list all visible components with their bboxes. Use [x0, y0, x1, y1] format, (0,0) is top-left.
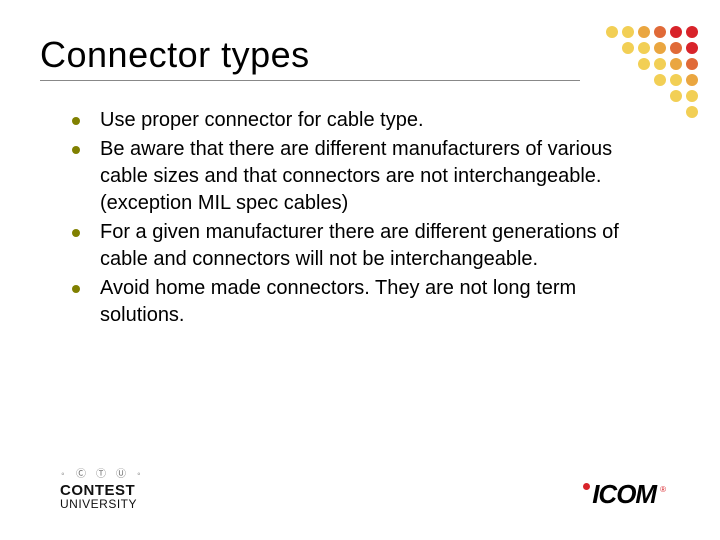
logo-line1: CONTEST — [60, 483, 144, 498]
bullet-icon — [72, 146, 80, 154]
slide-footer: ◦ Ⓒ Ⓣ Ⓤ ◦ CONTEST UNIVERSITY ICOM ® — [0, 471, 720, 510]
bullet-text: For a given manufacturer there are diffe… — [100, 219, 640, 273]
list-item: Be aware that there are different manufa… — [72, 136, 640, 217]
decorative-dot-grid — [606, 26, 700, 120]
logo-small-text: ◦ Ⓒ Ⓣ Ⓤ ◦ — [60, 471, 144, 481]
list-item: Use proper connector for cable type. — [72, 107, 640, 134]
icom-brand-text: ICOM — [592, 479, 656, 510]
contest-university-logo: ◦ Ⓒ Ⓣ Ⓤ ◦ CONTEST UNIVERSITY — [60, 471, 144, 510]
bullet-text: Avoid home made connectors. They are not… — [100, 275, 640, 329]
slide-title: Connector types — [40, 34, 580, 81]
list-item: For a given manufacturer there are diffe… — [72, 219, 640, 273]
logo-line2: UNIVERSITY — [60, 498, 144, 510]
icom-dot-icon — [583, 483, 590, 490]
slide: Connector types Use proper connector for… — [0, 0, 720, 540]
list-item: Avoid home made connectors. They are not… — [72, 275, 640, 329]
icom-logo: ICOM ® — [583, 479, 666, 510]
bullet-text: Use proper connector for cable type. — [100, 107, 424, 134]
bullet-text: Be aware that there are different manufa… — [100, 136, 640, 217]
bullet-icon — [72, 117, 80, 125]
bullet-list: Use proper connector for cable type. Be … — [40, 107, 680, 329]
bullet-icon — [72, 229, 80, 237]
registered-mark: ® — [660, 485, 666, 494]
bullet-icon — [72, 285, 80, 293]
